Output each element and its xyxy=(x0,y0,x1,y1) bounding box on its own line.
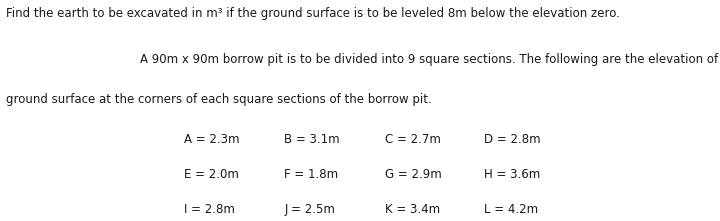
Text: J = 2.5m: J = 2.5m xyxy=(284,203,336,216)
Text: G = 2.9m: G = 2.9m xyxy=(385,168,442,181)
Text: C = 2.7m: C = 2.7m xyxy=(385,133,441,146)
Text: K = 3.4m: K = 3.4m xyxy=(385,203,441,216)
Text: E = 2.0m: E = 2.0m xyxy=(184,168,238,181)
Text: D = 2.8m: D = 2.8m xyxy=(484,133,541,146)
Text: L = 4.2m: L = 4.2m xyxy=(484,203,538,216)
Text: ground surface at the corners of each square sections of the borrow pit.: ground surface at the corners of each sq… xyxy=(6,93,431,106)
Text: B = 3.1m: B = 3.1m xyxy=(284,133,340,146)
Text: H = 3.6m: H = 3.6m xyxy=(484,168,540,181)
Text: I = 2.8m: I = 2.8m xyxy=(184,203,235,216)
Text: A 90m x 90m borrow pit is to be divided into 9 square sections. The following ar: A 90m x 90m borrow pit is to be divided … xyxy=(140,53,720,66)
Text: F = 1.8m: F = 1.8m xyxy=(284,168,338,181)
Text: A = 2.3m: A = 2.3m xyxy=(184,133,239,146)
Text: Find the earth to be excavated in m³ if the ground surface is to be leveled 8m b: Find the earth to be excavated in m³ if … xyxy=(6,7,620,20)
